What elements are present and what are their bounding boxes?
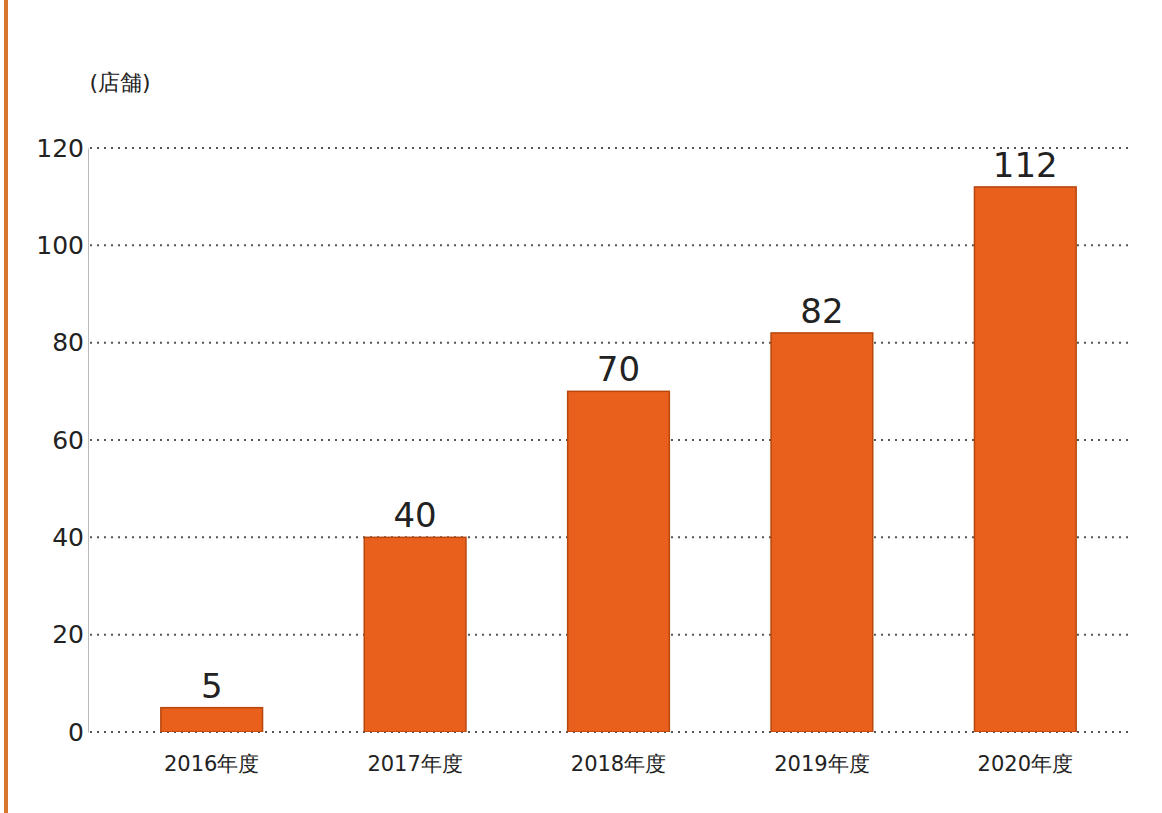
x-tick: 2018年度 [571,744,666,776]
y-axis-title: (店舗) [89,70,150,95]
grid-line [90,147,1132,149]
x-tick: 2019年度 [774,744,869,776]
data-labels: 5 40 70 82 112 [201,145,1058,706]
y-tick: 20 [52,620,88,649]
y-axis-line [88,149,89,733]
data-label: 112 [993,145,1058,185]
bar [364,537,466,732]
data-label: 70 [597,349,640,389]
x-axis-line [111,744,1128,745]
y-tick: 80 [52,328,88,357]
data-label: 40 [393,495,436,535]
x-tick-label: 2017年度 [367,752,462,776]
y-tick: 60 [52,426,88,455]
x-tick-label: 2018年度 [571,752,666,776]
x-tick-label: 2020年度 [978,752,1073,776]
bars [161,187,1076,732]
data-label: 5 [201,666,223,706]
bar [771,333,873,732]
y-tick-label: 0 [68,718,84,747]
y-tick-label: 100 [36,231,84,260]
y-axis: 0 20 40 60 80 100 120 [36,134,88,747]
x-tick-label: 2016年度 [164,752,259,776]
y-tick-label: 120 [36,134,84,163]
y-tick-label: 40 [52,523,84,552]
y-tick: 0 [68,718,88,747]
x-tick: 2016年度 [164,744,259,776]
x-axis: 2016年度 2017年度 2018年度 2019年度 2020年度 [111,744,1128,776]
x-tick-label: 2019年度 [774,752,869,776]
y-tick: 120 [36,134,88,163]
y-tick: 40 [52,523,88,552]
y-tick: 100 [36,231,88,260]
bar [161,708,263,732]
bar [974,187,1076,732]
y-tick-label: 80 [52,328,84,357]
x-tick: 2017年度 [367,744,462,776]
data-label: 82 [800,291,843,331]
bar [568,391,670,732]
border [4,0,8,813]
y-tick-label: 60 [52,426,84,455]
y-tick-label: 20 [52,620,84,649]
grid [90,148,1132,732]
x-tick: 2020年度 [978,744,1073,776]
